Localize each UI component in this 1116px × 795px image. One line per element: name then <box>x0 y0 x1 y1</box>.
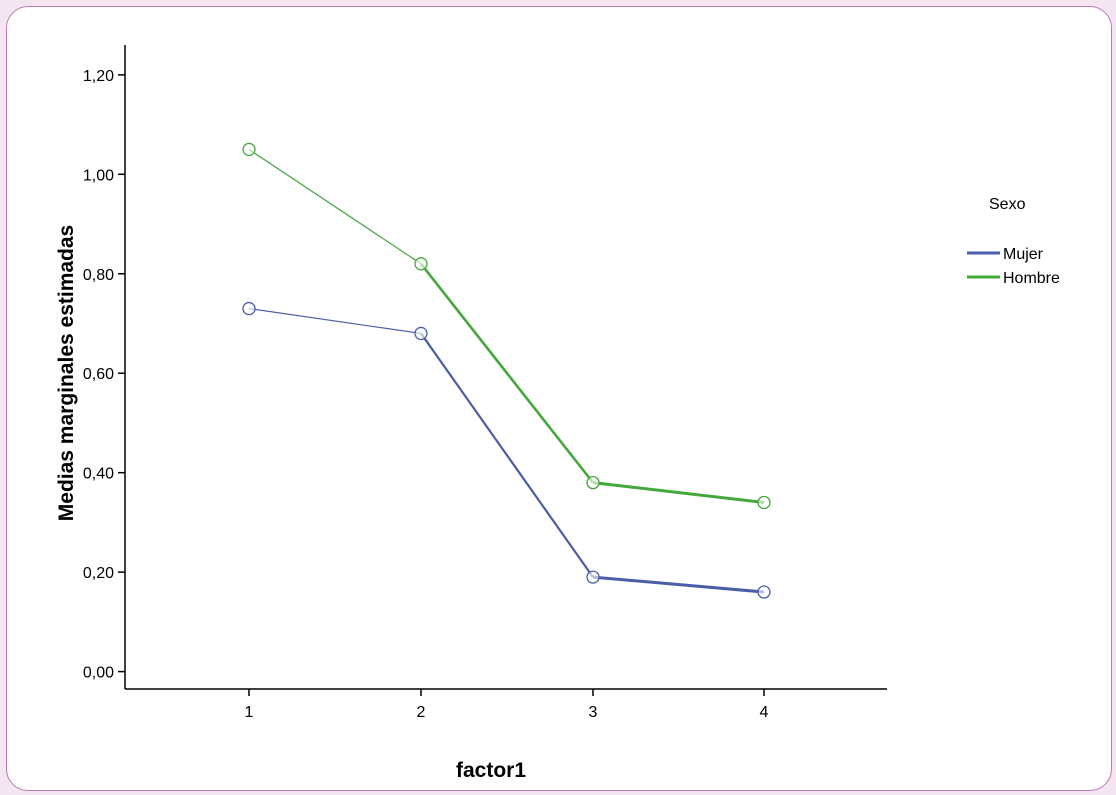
series-line-segment <box>420 332 594 578</box>
y-axis-title: Medias marginales estimadas <box>55 225 78 521</box>
series-line-segment <box>592 481 765 505</box>
legend: Sexo Mujer Hombre <box>967 196 1060 287</box>
y-tick-label: 0,40 <box>83 466 114 483</box>
y-tick-label: 1,20 <box>83 68 114 85</box>
data-point <box>757 495 771 510</box>
legend-label: Mujer <box>1003 246 1044 263</box>
x-tick-label: 1 <box>245 704 254 721</box>
data-point <box>586 570 600 584</box>
data-point <box>242 301 256 316</box>
chart-svg: 0,00 0,20 0,40 0,60 0,80 1,00 1,20 1 2 3 4 Medias… <box>55 45 1060 782</box>
y-tick-label: 0,00 <box>83 665 114 682</box>
legend-title: Sexo <box>989 196 1026 213</box>
series-mujer <box>242 301 771 599</box>
axes <box>124 45 887 690</box>
y-ticks: 0,00 0,20 0,40 0,60 0,80 1,00 1,20 <box>83 68 125 682</box>
chart-frame: 0,00 0,20 0,40 0,60 0,80 1,00 1,20 1 2 3 4 Medias… <box>6 6 1112 791</box>
legend-items: Mujer Hombre <box>967 246 1060 287</box>
x-axis-title: factor1 <box>456 759 526 782</box>
series-layer <box>242 142 771 599</box>
y-tick-label: 0,20 <box>83 565 114 582</box>
x-tick-label: 4 <box>760 704 769 721</box>
y-tick-label: 0,60 <box>83 366 114 383</box>
series-line-segment <box>248 148 422 265</box>
x-tick-label: 2 <box>417 704 426 721</box>
series-line-segment <box>419 263 595 484</box>
data-point <box>414 257 428 271</box>
data-point <box>586 475 600 490</box>
data-point <box>242 142 256 157</box>
series-line-segment <box>592 575 765 594</box>
y-tick-label: 1,00 <box>83 167 114 184</box>
data-point <box>757 585 771 599</box>
y-tick-label: 0,80 <box>83 267 114 284</box>
series-hombre <box>242 142 771 510</box>
legend-label: Hombre <box>1003 270 1060 287</box>
x-ticks: 1 2 3 4 <box>245 689 769 721</box>
x-tick-label: 3 <box>589 704 598 721</box>
data-point <box>414 326 428 341</box>
series-line-segment <box>248 307 422 335</box>
